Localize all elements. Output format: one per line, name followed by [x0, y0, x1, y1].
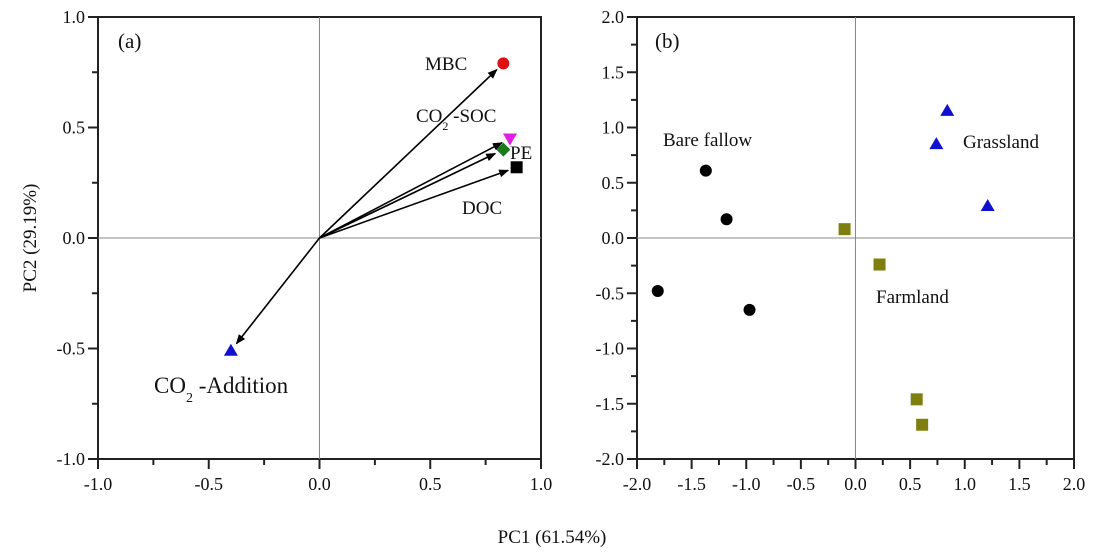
label-co2-addition-part: -Addition — [193, 373, 289, 398]
b-y-tick-label: -1.5 — [596, 394, 625, 414]
b-y-tick-label: -2.0 — [596, 449, 625, 469]
farmland-point — [838, 223, 851, 236]
vector-arrow-mbc — [318, 68, 498, 239]
bare-fallow-point — [699, 164, 712, 177]
b-y-tick-label: 1.5 — [602, 62, 625, 82]
vector-arrow-pe — [319, 152, 497, 239]
b-x-tick-label: 0.0 — [844, 474, 867, 494]
label-mbc: MBC — [425, 54, 467, 75]
b-x-tick-label: 1.0 — [954, 474, 977, 494]
b-y-tick-label: 0.0 — [602, 228, 625, 248]
label-co2-soc-part: CO — [416, 106, 442, 127]
b-y-tick-label: -1.0 — [596, 339, 625, 359]
grassland-point — [980, 198, 995, 211]
x-axis-label: PC1 (61.54%) — [498, 527, 607, 548]
a-y-tick-label: 0.0 — [63, 228, 86, 248]
label-co2-soc-part: 2 — [442, 119, 448, 133]
panel-b: -2.0 -1.5 -1.0 -0.5 0.0 0.5 1.0 1.5 2.0 -2.0 -1.5 -… — [596, 7, 1086, 494]
a-y-tick-label: 0.5 — [63, 118, 86, 138]
b-x-tick-label: 2.0 — [1063, 474, 1086, 494]
a-y-tick-label: -1.0 — [57, 449, 86, 469]
b-x-tick-label: -0.5 — [787, 474, 816, 494]
grassland-label: Grassland — [963, 132, 1039, 153]
vector-marker-co2-soc — [502, 133, 517, 146]
a-x-tick-label: 0.0 — [308, 474, 331, 494]
label-co2-addition-part: CO — [154, 373, 186, 398]
label-pe: PE — [510, 143, 532, 164]
a-y-tick-label: 1.0 — [63, 7, 86, 27]
label-co2-soc-part: -SOC — [448, 106, 496, 127]
vector-marker-doc — [510, 161, 523, 174]
vector-arrow-doc — [319, 169, 510, 239]
a-x-tick-label: 1.0 — [530, 474, 553, 494]
b-x-tick-label: -1.5 — [677, 474, 706, 494]
panel-b-label: (b) — [655, 29, 680, 53]
farmland-point — [873, 258, 886, 271]
bare-fallow-point — [651, 285, 664, 298]
vector-arrow-co2-addition — [235, 237, 321, 345]
label-co2-soc: CO2 -SOC — [416, 106, 496, 133]
farmland-point — [916, 418, 929, 431]
vector-marker-mbc — [497, 57, 510, 70]
a-x-tick-label: -1.0 — [84, 474, 113, 494]
panel-a: -1.0 -0.5 0.0 0.5 1.0 -1.0 -0.5 0.0 0.5 1.0 (a) MBC… — [57, 7, 553, 494]
grassland-point — [929, 137, 944, 150]
bare-fallow-point — [743, 303, 756, 316]
a-x-tick-label: -0.5 — [195, 474, 224, 494]
label-doc: DOC — [462, 198, 502, 219]
a-y-tick-label: -0.5 — [57, 339, 86, 359]
panel-a-label: (a) — [118, 29, 141, 53]
a-x-tick-label: 0.5 — [419, 474, 442, 494]
bare-fallow-label: Bare fallow — [663, 130, 752, 151]
vector-arrow-co2-soc — [319, 142, 503, 239]
farmland-label: Farmland — [876, 287, 949, 308]
farmland-point — [910, 393, 923, 406]
b-x-tick-label: -2.0 — [623, 474, 652, 494]
y-axis-label: PC2 (29.19%) — [20, 184, 41, 293]
b-y-tick-label: 2.0 — [602, 7, 625, 27]
vector-marker-co2-addition — [223, 343, 238, 356]
b-x-tick-label: -1.0 — [732, 474, 761, 494]
b-x-tick-label: 0.5 — [899, 474, 922, 494]
label-co2-addition: CO2 -Addition — [154, 373, 289, 406]
grassland-point — [940, 103, 955, 116]
b-y-tick-label: -0.5 — [596, 283, 625, 303]
b-y-tick-label: 1.0 — [602, 118, 625, 138]
b-y-tick-label: 0.5 — [602, 173, 625, 193]
vector-marker-pe — [496, 142, 511, 157]
label-co2-addition-part: 2 — [186, 391, 193, 406]
bare-fallow-point — [720, 213, 733, 226]
b-x-tick-label: 1.5 — [1008, 474, 1031, 494]
